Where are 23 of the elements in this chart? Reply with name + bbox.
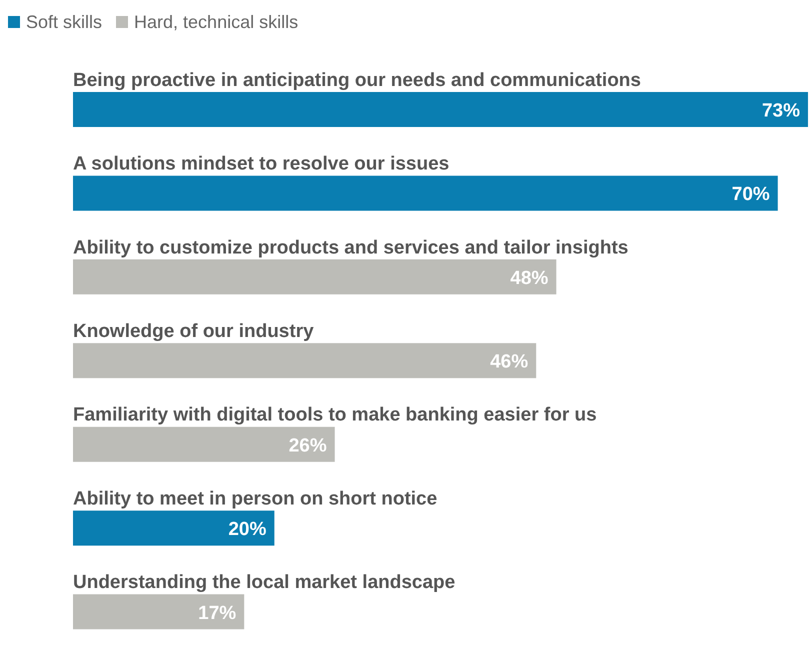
data-label: 20% (228, 519, 266, 540)
y-tick-label: Familiarity with digital tools to make banking easier for us (73, 404, 597, 426)
y-tick-label: Being proactive in anticipating our needs and communications (73, 70, 641, 91)
y-tick-label: A solutions mindset to resolve our issues (73, 154, 450, 175)
bar (73, 594, 244, 630)
legend-label: Hard, technical skills (133, 10, 298, 34)
data-label: 17% (198, 602, 236, 624)
data-label: 70% (732, 184, 770, 206)
legend-label: Soft skills (25, 10, 102, 34)
data-label: 73% (762, 100, 800, 122)
y-tick-label: Ability to meet in person on short notice (73, 488, 438, 510)
data-label: 26% (288, 435, 327, 456)
bar (73, 343, 536, 378)
bar (73, 510, 274, 546)
data-label: 48% (510, 268, 548, 289)
data-label: 46% (490, 352, 528, 373)
bar (73, 426, 335, 462)
y-tick-label: Ability to customize products and services and tailor insights (73, 237, 628, 258)
bar (73, 259, 556, 294)
y-tick-label: Knowledge of our industry (73, 321, 314, 342)
bar (73, 92, 808, 127)
y-tick-label: Understanding the local market landscape (73, 572, 456, 594)
bar (73, 176, 778, 211)
